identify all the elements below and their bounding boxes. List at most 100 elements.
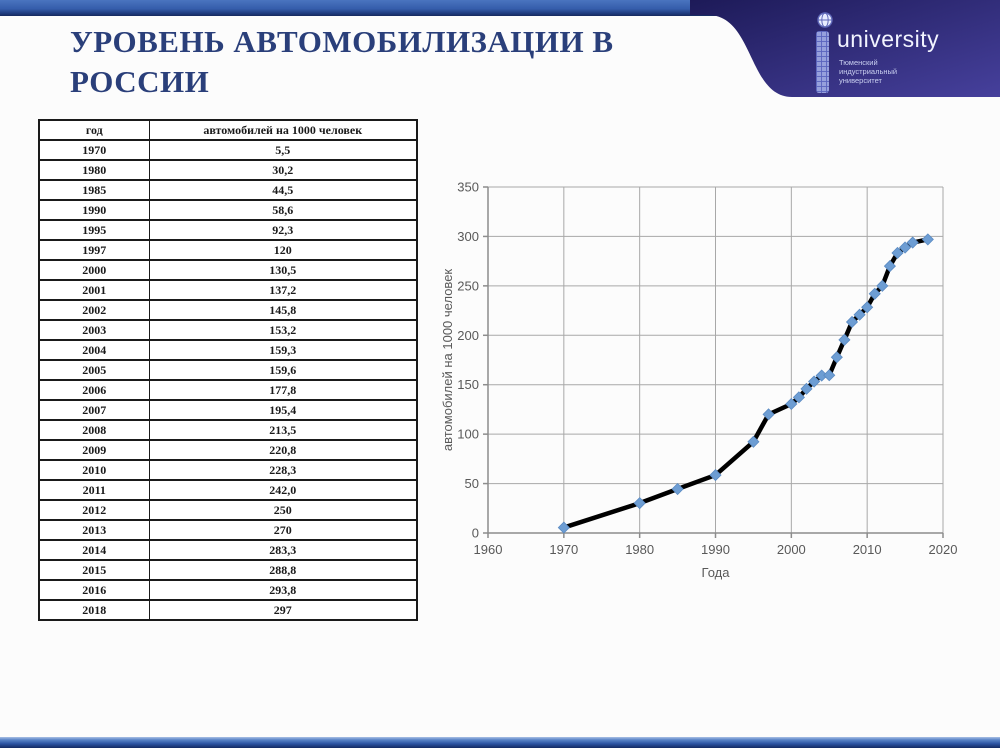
data-point-marker — [853, 308, 866, 321]
data-point-marker — [823, 369, 836, 382]
logo-subtitle-line: индустриальный — [839, 67, 898, 76]
table-row: 2006 177,8 — [38, 379, 418, 401]
data-point-marker — [785, 397, 798, 411]
x-tick-label: 1990 — [701, 542, 730, 557]
table-cell: 2011 — [38, 479, 150, 501]
table-row: 2002 145,8 — [38, 299, 418, 321]
y-tick-label: 350 — [457, 180, 479, 195]
data-point-marker — [747, 435, 760, 448]
table-cell: 2002 — [38, 299, 150, 321]
table-cell: 92,3 — [148, 219, 418, 241]
logo-subtitle-line: Тюменский — [839, 58, 878, 67]
table-cell: 283,3 — [148, 539, 418, 561]
table-row: 2001 137,2 — [38, 279, 418, 301]
y-tick-label: 250 — [457, 278, 479, 293]
table-cell: 2007 — [38, 399, 150, 421]
x-axis-label: Года — [702, 565, 731, 580]
table-row: 1970 5,5 — [38, 139, 418, 161]
table-cell: 297 — [148, 599, 418, 621]
table-cell: 2006 — [38, 379, 150, 401]
data-point-marker — [861, 301, 874, 314]
data-point-marker — [792, 391, 805, 404]
table-cell: 1990 — [38, 199, 150, 221]
table-cell: 5,5 — [148, 139, 418, 161]
x-tick-label: 1960 — [474, 542, 503, 557]
table-cell: 2012 — [38, 499, 150, 521]
table-row: 1985 44,5 — [38, 179, 418, 201]
data-point-marker — [838, 333, 851, 346]
table-row: 2018 297 — [38, 599, 418, 621]
logo-subtitle-line: университет — [839, 76, 882, 85]
globe-icon — [817, 12, 833, 28]
data-point-marker — [633, 497, 646, 510]
university-logo: university Тюменский индустриальный унив… — [810, 10, 995, 102]
y-tick-label: 50 — [465, 476, 479, 491]
table-header-value: автомобилей на 1000 человек — [148, 119, 418, 141]
page-title-line1: УРОВЕНЬ АВТОМОБИЛИЗАЦИИ В — [70, 24, 614, 59]
banner-shape — [690, 0, 1000, 97]
table-cell: 159,3 — [148, 339, 418, 361]
table-cell: 2014 — [38, 539, 150, 561]
table-cell: 58,6 — [148, 199, 418, 221]
table-cell: 250 — [148, 499, 418, 521]
data-point-marker — [883, 260, 896, 273]
x-tick-label: 2000 — [777, 542, 806, 557]
chart-area: 0 50 100 150 200 250 300 350 1960 1970 1980 1990 200… — [440, 165, 980, 590]
data-point-marker — [709, 469, 722, 482]
data-point-marker — [906, 236, 919, 249]
table-cell: 153,2 — [148, 319, 418, 341]
table-cell: 2010 — [38, 459, 150, 481]
table-cell: 2001 — [38, 279, 150, 301]
table-cell: 2009 — [38, 439, 150, 461]
table-row: 2011 242,0 — [38, 479, 418, 501]
table-row: 2009 220,8 — [38, 439, 418, 461]
data-point-marker — [557, 521, 570, 534]
header-banner — [690, 0, 1000, 97]
table-cell: 1985 — [38, 179, 150, 201]
table-cell: 228,3 — [148, 459, 418, 481]
y-axis-label: автомобилей на 1000 человек — [440, 269, 455, 452]
table-cell: 137,2 — [148, 279, 418, 301]
table-row: 2010 228,3 — [38, 459, 418, 481]
table-cell: 1970 — [38, 139, 150, 161]
data-point-marker — [830, 351, 843, 364]
x-tick-label: 2020 — [929, 542, 958, 557]
y-tick-label: 100 — [457, 427, 479, 442]
table-cell: 1980 — [38, 159, 150, 181]
page-title-line2: РОССИИ — [70, 64, 210, 99]
data-point-marker — [808, 375, 821, 388]
table-cell: 145,8 — [148, 299, 418, 321]
table-cell: 293,8 — [148, 579, 418, 601]
table-cell: 195,4 — [148, 399, 418, 421]
table-row: 2013 270 — [38, 519, 418, 541]
y-tick-label: 0 — [472, 526, 479, 541]
table-header-row: год автомобилей на 1000 человек — [38, 119, 418, 141]
table-cell: 2013 — [38, 519, 150, 541]
table-cell: 130,5 — [148, 259, 418, 281]
table-cell: 2008 — [38, 419, 150, 441]
table-cell: 159,6 — [148, 359, 418, 381]
table-cell: 2018 — [38, 599, 150, 621]
table-cell: 120 — [148, 239, 418, 261]
table-row: 1980 30,2 — [38, 159, 418, 181]
table-cell: 1995 — [38, 219, 150, 241]
data-point-marker — [891, 246, 904, 260]
table-cell: 2003 — [38, 319, 150, 341]
table-cell: 242,0 — [148, 479, 418, 501]
table-cell: 2015 — [38, 559, 150, 581]
bottom-bar — [0, 737, 1000, 748]
table-row: 2005 159,6 — [38, 359, 418, 381]
table-cell: 2004 — [38, 339, 150, 361]
table-row: 1995 92,3 — [38, 219, 418, 241]
table-row: 1997 120 — [38, 239, 418, 261]
logo-i-column — [816, 31, 829, 93]
vehicles-table-body: 1970 5,5 1980 30,2 1985 44,5 1990 58,6 1995 92,3 1… — [38, 139, 418, 621]
data-line — [561, 237, 931, 530]
table-row: 2015 288,8 — [38, 559, 418, 581]
x-tick-label: 2010 — [853, 542, 882, 557]
table-row: 2016 293,8 — [38, 579, 418, 601]
table-header-year: год — [38, 119, 150, 141]
data-point-marker — [800, 382, 813, 395]
table-cell: 220,8 — [148, 439, 418, 461]
